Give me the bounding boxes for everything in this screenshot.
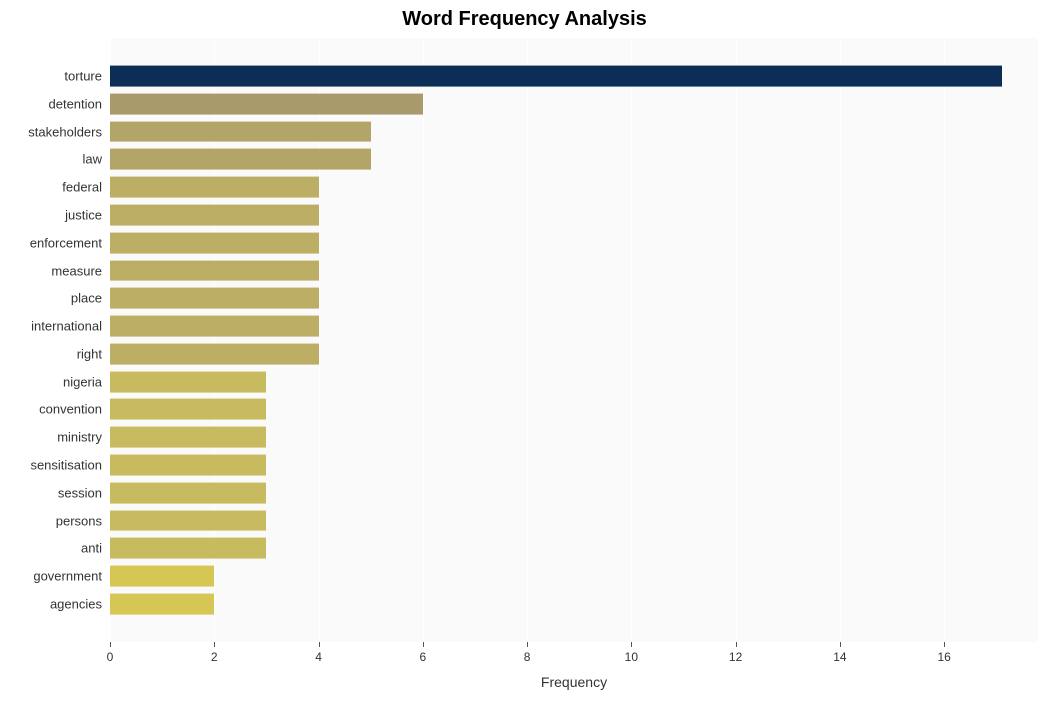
bar — [110, 566, 214, 587]
bar — [110, 149, 371, 170]
x-tick-label: 8 — [524, 650, 531, 664]
y-tick-label: right — [0, 346, 102, 361]
x-tick-label: 0 — [107, 650, 114, 664]
bar — [110, 177, 319, 198]
y-tick-label: international — [0, 319, 102, 334]
gridline — [944, 38, 945, 642]
x-tick-label: 10 — [625, 650, 638, 664]
x-tick-mark — [631, 642, 632, 647]
bar — [110, 510, 266, 531]
y-tick-label: law — [0, 152, 102, 167]
x-tick-mark — [110, 642, 111, 647]
x-axis-label: Frequency — [110, 674, 1038, 690]
x-tick-label: 16 — [937, 650, 950, 664]
bar — [110, 371, 266, 392]
gridline — [840, 38, 841, 642]
y-tick-label: torture — [0, 69, 102, 84]
y-tick-label: measure — [0, 263, 102, 278]
bar — [110, 232, 319, 253]
x-tick-label: 12 — [729, 650, 742, 664]
y-tick-label: session — [0, 485, 102, 500]
y-tick-label: anti — [0, 541, 102, 556]
y-tick-label: place — [0, 291, 102, 306]
x-tick-mark — [736, 642, 737, 647]
bar — [110, 121, 371, 142]
x-tick-mark — [527, 642, 528, 647]
y-tick-label: persons — [0, 513, 102, 528]
x-tick-label: 14 — [833, 650, 846, 664]
y-tick-label: detention — [0, 96, 102, 111]
y-tick-label: enforcement — [0, 235, 102, 250]
bar — [110, 427, 266, 448]
x-tick-label: 2 — [211, 650, 218, 664]
y-tick-label: agencies — [0, 596, 102, 611]
x-tick-mark — [214, 642, 215, 647]
y-tick-label: nigeria — [0, 374, 102, 389]
bar — [110, 455, 266, 476]
bar — [110, 538, 266, 559]
bar — [110, 594, 214, 615]
y-tick-label: stakeholders — [0, 124, 102, 139]
bar — [110, 66, 1002, 87]
x-tick-label: 4 — [315, 650, 322, 664]
gridline — [736, 38, 737, 642]
bar — [110, 482, 266, 503]
bar — [110, 260, 319, 281]
plot-area — [110, 38, 1038, 642]
gridline — [423, 38, 424, 642]
y-tick-label: federal — [0, 180, 102, 195]
x-tick-mark — [840, 642, 841, 647]
bar — [110, 343, 319, 364]
gridline — [631, 38, 632, 642]
x-tick-mark — [944, 642, 945, 647]
x-tick-mark — [423, 642, 424, 647]
bar — [110, 399, 266, 420]
y-tick-label: ministry — [0, 430, 102, 445]
x-tick-label: 6 — [419, 650, 426, 664]
y-tick-label: sensitisation — [0, 458, 102, 473]
chart-container: Word Frequency Analysis torture detention… — [0, 0, 1049, 701]
bar — [110, 316, 319, 337]
gridline — [527, 38, 528, 642]
bar — [110, 93, 423, 114]
chart-title: Word Frequency Analysis — [0, 8, 1049, 31]
bar — [110, 288, 319, 309]
y-tick-label: justice — [0, 207, 102, 222]
y-tick-label: government — [0, 569, 102, 584]
x-tick-mark — [319, 642, 320, 647]
y-tick-label: convention — [0, 402, 102, 417]
bar — [110, 205, 319, 226]
